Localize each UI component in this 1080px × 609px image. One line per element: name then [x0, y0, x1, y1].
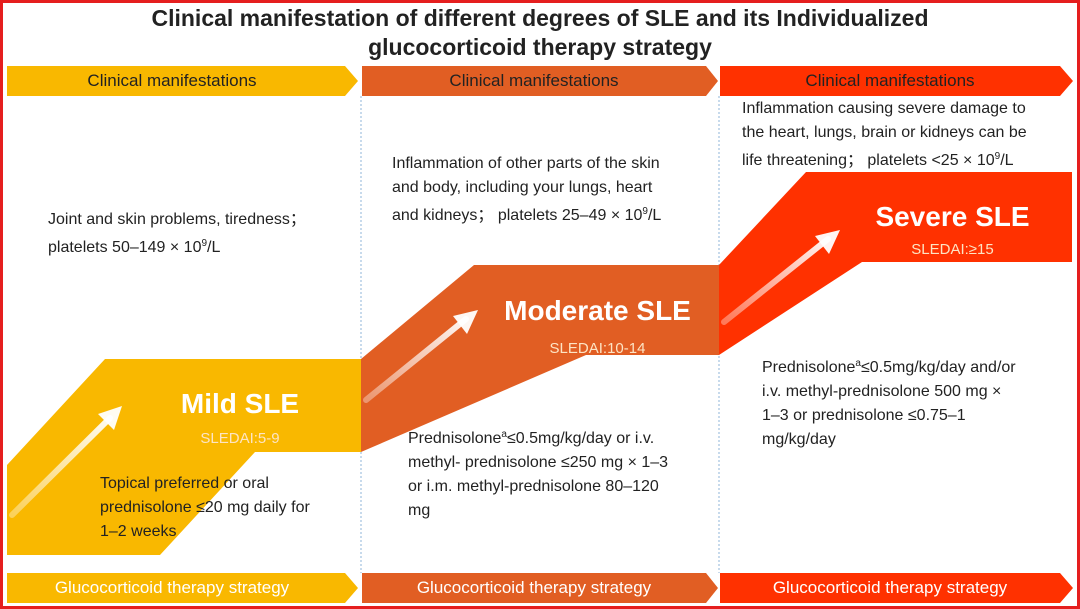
therapy-text-mild: Topical preferred or oral prednisolone ≤…: [100, 475, 310, 540]
footer-label-mild: Glucocorticoid therapy strategy: [54, 578, 290, 597]
footer-chevron-severe: [720, 573, 1073, 603]
footer-label-moderate: Glucocorticoid therapy strategy: [416, 578, 652, 597]
level-label-moderate: Moderate SLE: [504, 295, 691, 326]
sledai-label-severe: SLEDAI:≥15: [911, 241, 994, 258]
level-label-mild: Mild SLE: [180, 388, 300, 419]
footer-label-severe: Glucocorticoid therapy strategy: [772, 578, 1008, 597]
arrow-icon-moderate: [363, 310, 478, 403]
sledai-label-mild: SLEDAI:5-9: [200, 430, 280, 447]
therapy-text-severe: Prednisolonea≤0.5mg/kg/day and/or i.v. m…: [762, 358, 1016, 448]
band-mild: [7, 359, 361, 555]
manifestation-text-moderate: Inflammation of other parts of the skin …: [392, 155, 662, 224]
band-moderate: [361, 265, 719, 452]
manifestation-text-mild: Joint and skin problems, tiredness； plat…: [48, 211, 306, 256]
title-line-2: glucocorticoid therapy strategy: [368, 34, 712, 60]
header-label-severe: Clinical manifestations: [805, 71, 975, 90]
diagram-title: Clinical manifestation of different degr…: [0, 4, 1080, 62]
header-chevron-moderate: [362, 66, 718, 96]
level-label-severe: Severe SLE: [875, 201, 1030, 232]
title-line-1: Clinical manifestation of different degr…: [151, 5, 929, 31]
header-chevron-mild: [7, 66, 358, 96]
header-label-moderate: Clinical manifestations: [449, 71, 619, 90]
arrow-icon-severe: [721, 230, 840, 325]
arrow-icon-mild: [9, 406, 122, 518]
footer-chevron-moderate: [362, 573, 718, 603]
manifestation-text-severe: Inflammation causing severe damage to th…: [742, 100, 1027, 169]
footer-chevron-mild: [7, 573, 358, 603]
sledai-label-moderate: SLEDAI:10-14: [549, 340, 646, 357]
header-label-mild: Clinical manifestations: [87, 71, 257, 90]
header-chevron-severe: [720, 66, 1073, 96]
band-severe: [719, 172, 1072, 355]
therapy-text-moderate: Prednisolonea≤0.5mg/kg/day or i.v. methy…: [408, 429, 669, 519]
